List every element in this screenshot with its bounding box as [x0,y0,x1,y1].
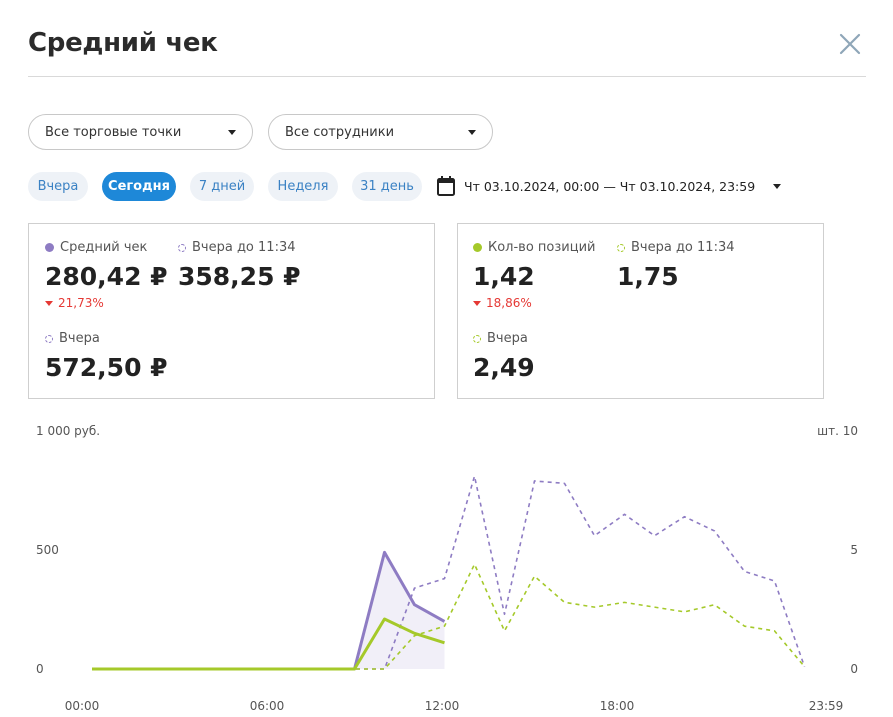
compare-label-text: Вчера до 11:34 [192,240,296,255]
metric-delta: 21,73% [45,296,104,310]
metric-delta: 18,86% [473,296,532,310]
chevron-down-icon [773,183,782,189]
employee-select-value: Все сотрудники [285,124,395,140]
employee-select[interactable]: Все сотрудники [268,114,493,150]
legend-dashed-dot-icon [178,243,186,252]
yesterday-value: 572,50 ₽ [45,353,168,382]
header-divider [28,76,866,77]
chevron-down-icon [468,129,476,135]
legend-dot-icon [473,243,482,252]
right-axis-tick-label: шт. 10 [817,424,858,438]
yesterday-label-text: Вчера [487,331,528,346]
metric-card-item-count: Кол-во позиций 1,42 18,86% Вчера до 11:3… [457,223,824,399]
legend-dot-icon [45,243,54,252]
series-area-fill [92,552,445,669]
legend-dashed-dot-icon [45,334,53,343]
yesterday-label: Вчера [45,331,100,346]
yesterday-label-text: Вчера [59,331,100,346]
arrow-down-icon [473,300,481,306]
calendar-icon [437,176,455,196]
metric-delta-text: 18,86% [486,296,532,310]
metric-label-text: Средний чек [60,240,148,255]
metric-card-average-check: Средний чек 280,42 ₽ 21,73% Вчера до 11:… [28,223,435,399]
series-line-yesterday [92,563,806,670]
close-icon[interactable] [838,32,862,56]
x-axis-tick-label: 12:00 [425,699,460,713]
compare-label-text: Вчера до 11:34 [631,240,735,255]
metric-label: Кол-во позиций [473,240,596,255]
date-range-text: Чт 03.10.2024, 00:00 — Чт 03.10.2024, 23… [464,178,756,194]
series-line-yesterday [92,475,806,670]
metric-delta-text: 21,73% [58,296,104,310]
left-axis-tick-label: 0 [36,662,44,676]
legend-dashed-dot-icon [617,243,625,252]
right-axis-tick-label: 0 [850,662,858,676]
yesterday-label: Вчера [473,331,528,346]
series-line-today [92,617,445,671]
metric-value: 280,42 ₽ [45,262,168,291]
period-chip-yesterday[interactable]: Вчера [28,172,88,201]
compare-value: 358,25 ₽ [178,262,301,291]
period-chip-week[interactable]: Неделя [268,172,338,201]
x-axis-tick-label: 00:00 [65,699,100,713]
right-axis-tick-label: 5 [850,543,858,557]
left-axis-tick-label: 500 [36,543,59,557]
outlet-select-value: Все торговые точки [45,124,182,140]
metric-label-text: Кол-во позиций [488,240,596,255]
compare-label: Вчера до 11:34 [617,240,735,255]
date-range-picker[interactable]: Чт 03.10.2024, 00:00 — Чт 03.10.2024, 23… [436,174,782,198]
period-chip-today[interactable]: Сегодня [102,172,176,201]
left-axis-tick-label: 1 000 руб. [36,424,100,438]
chevron-down-icon [228,129,236,135]
outlet-select[interactable]: Все торговые точки [28,114,253,150]
period-chip-7days[interactable]: 7 дней [190,172,254,201]
arrow-down-icon [45,300,53,306]
compare-value: 1,75 [617,262,679,291]
legend-dashed-dot-icon [473,334,481,343]
compare-label: Вчера до 11:34 [178,240,296,255]
metric-value: 1,42 [473,262,535,291]
x-axis-tick-label: 06:00 [250,699,285,713]
period-chip-31days[interactable]: 31 день [352,172,422,201]
yesterday-value: 2,49 [473,353,535,382]
metric-label: Средний чек [45,240,147,255]
dialog-title: Средний чек [28,28,218,58]
x-axis-tick-label: 23:59 [809,699,844,713]
x-axis-tick-label: 18:00 [600,699,635,713]
